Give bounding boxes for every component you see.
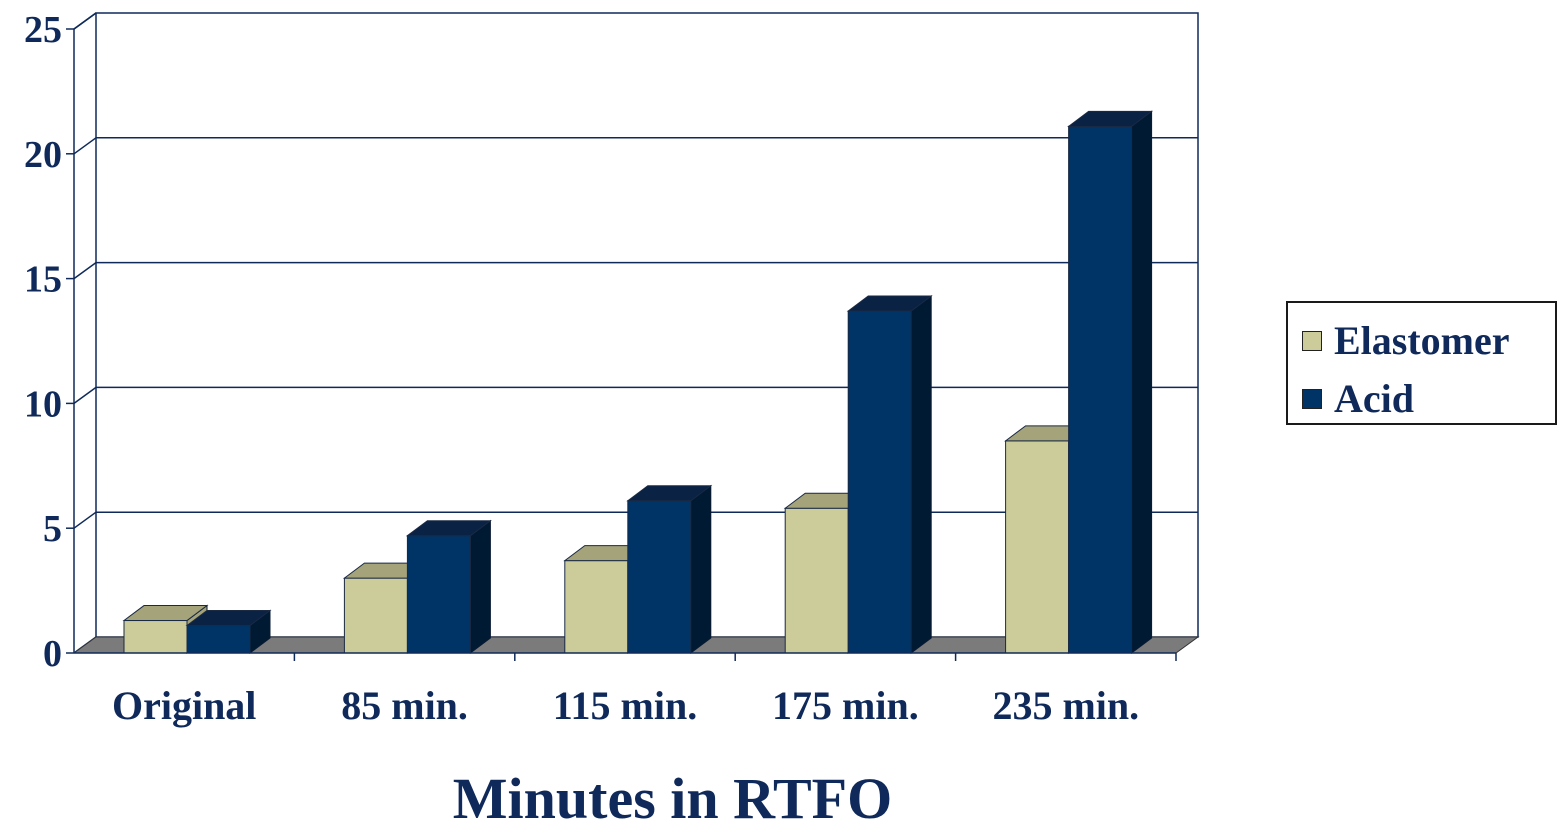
gridline-side xyxy=(73,386,97,405)
axes xyxy=(66,28,1177,661)
bar-elastomer xyxy=(564,560,629,654)
bar-acid xyxy=(1068,125,1133,654)
bar-side-acid xyxy=(1131,110,1153,654)
x-axis-title: Minutes in RTFO xyxy=(452,766,893,831)
bar-acid xyxy=(627,500,692,654)
legend-swatch-elastomer xyxy=(1302,331,1322,351)
bar-side-acid xyxy=(690,484,712,654)
bar-elastomer xyxy=(123,620,188,654)
x-tick-label: 115 min. xyxy=(553,683,697,728)
bar-elastomer xyxy=(784,507,849,654)
bar-side-acid xyxy=(910,295,932,654)
bar-elastomer xyxy=(343,577,408,654)
gridline-side xyxy=(73,12,97,30)
x-tick-label: 235 min. xyxy=(992,683,1139,728)
bar-acid xyxy=(186,625,251,654)
x-tick-label: Original xyxy=(112,683,256,728)
y-tick-label: 15 xyxy=(24,259,62,301)
gridline-side xyxy=(73,261,97,280)
bar-acid xyxy=(406,535,471,654)
y-tick-label: 0 xyxy=(43,633,62,675)
x-tick-labels: Original 85 min. 115 min. 175 min. 235 min. xyxy=(112,683,1139,728)
bar-top-acid xyxy=(185,610,272,627)
bar-top-elastomer xyxy=(122,605,209,622)
legend-item-elastomer: Elastomer xyxy=(1302,321,1510,361)
y-tick-label: 20 xyxy=(24,134,62,176)
legend-label-acid: Acid xyxy=(1334,376,1414,421)
legend-swatch-acid xyxy=(1302,389,1322,409)
legend: Elastomer Acid xyxy=(1286,301,1557,425)
bar-top-acid xyxy=(626,485,713,502)
x-tick-label: 85 min. xyxy=(341,683,468,728)
y-tick-label: 10 xyxy=(24,383,62,425)
bar-elastomer xyxy=(1005,440,1070,654)
bar-side-acid xyxy=(469,519,491,654)
bar-top-acid xyxy=(846,295,933,312)
bar-acid xyxy=(847,310,912,654)
x-tick-label: 175 min. xyxy=(772,683,919,728)
y-tick-label: 5 xyxy=(43,508,62,550)
bar-top-acid xyxy=(1067,110,1154,127)
gridlines xyxy=(73,12,1198,654)
y-tick-labels: 0 5 10 15 20 25 xyxy=(24,9,62,675)
bars xyxy=(122,110,1154,654)
legend-label-elastomer: Elastomer xyxy=(1334,318,1510,363)
gridline-side xyxy=(73,137,97,155)
legend-item-acid: Acid xyxy=(1302,379,1414,419)
bar-top-acid xyxy=(405,520,492,537)
y-tick-label: 25 xyxy=(24,9,62,51)
gridline-side xyxy=(73,511,97,529)
